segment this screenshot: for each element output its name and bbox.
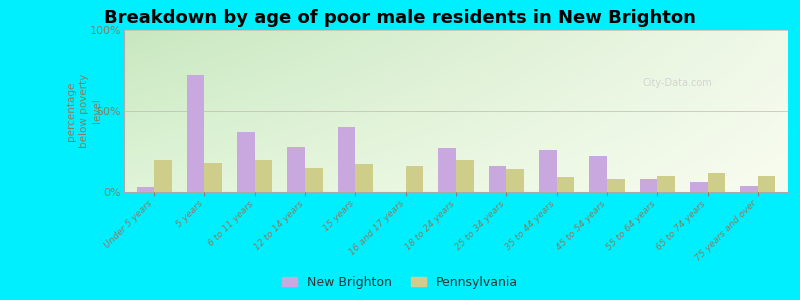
- Bar: [607, 179, 625, 192]
- Bar: [740, 185, 758, 192]
- Bar: [489, 166, 506, 192]
- Legend: New Brighton, Pennsylvania: New Brighton, Pennsylvania: [277, 271, 523, 294]
- Bar: [154, 160, 172, 192]
- Bar: [690, 182, 707, 192]
- Bar: [205, 163, 222, 192]
- Bar: [406, 166, 423, 192]
- Bar: [590, 156, 607, 192]
- Y-axis label: percentage
below poverty
level: percentage below poverty level: [66, 74, 102, 148]
- Bar: [456, 160, 474, 192]
- Bar: [557, 177, 574, 192]
- Bar: [539, 150, 557, 192]
- Bar: [506, 169, 524, 192]
- Text: Breakdown by age of poor male residents in New Brighton: Breakdown by age of poor male residents …: [104, 9, 696, 27]
- Bar: [237, 132, 254, 192]
- Bar: [137, 187, 154, 192]
- Bar: [254, 160, 272, 192]
- Bar: [338, 127, 355, 192]
- Bar: [187, 75, 205, 192]
- Bar: [758, 176, 775, 192]
- Bar: [287, 147, 305, 192]
- Bar: [640, 179, 658, 192]
- Text: City-Data.com: City-Data.com: [642, 78, 712, 88]
- Bar: [305, 168, 322, 192]
- Bar: [707, 172, 725, 192]
- Bar: [438, 148, 456, 192]
- Bar: [658, 176, 675, 192]
- Bar: [355, 164, 373, 192]
